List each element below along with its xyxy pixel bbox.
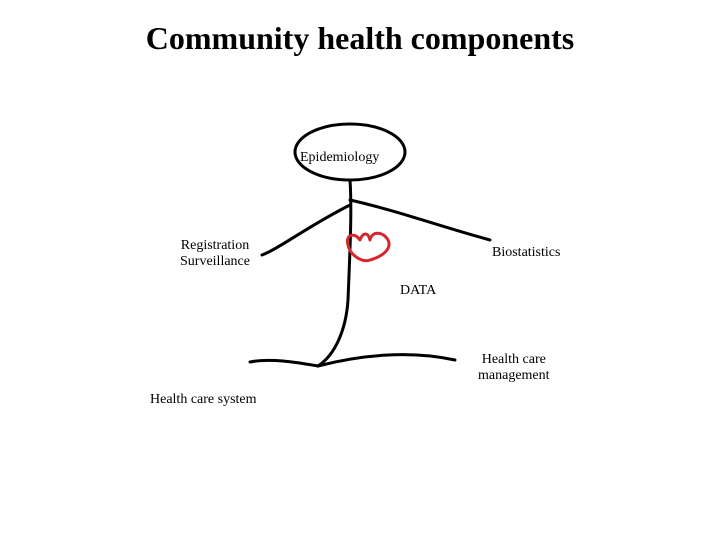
diagram-canvas: Community health components Epidemiology… — [0, 0, 720, 540]
label-biostatistics: Biostatistics — [492, 245, 560, 261]
label-data: DATA — [400, 283, 436, 299]
label-health-care-management: Health care management — [478, 352, 550, 384]
label-epidemiology: Epidemiology — [300, 150, 379, 166]
label-registration-surveillance: Registration Surveillance — [180, 238, 250, 270]
figure-left-arm — [262, 205, 350, 255]
stick-figure — [0, 0, 720, 540]
figure-left-leg — [250, 360, 318, 366]
figure-right-leg — [318, 355, 455, 366]
label-health-care-system: Health care system — [150, 392, 257, 408]
figure-right-arm — [350, 200, 490, 240]
heart-icon — [347, 233, 389, 260]
